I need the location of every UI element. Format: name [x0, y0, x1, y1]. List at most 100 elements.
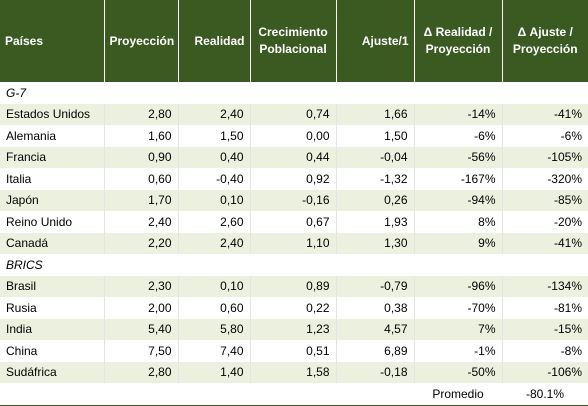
header-cell: Realidad	[177, 0, 250, 82]
cell: -134%	[501, 275, 588, 297]
cell: 1,10	[249, 232, 336, 254]
cell: -56%	[413, 146, 502, 168]
country: China	[6, 343, 38, 358]
cell: 1,60	[103, 125, 178, 147]
group-label: BRICS	[6, 257, 43, 272]
cell: 5,40	[103, 318, 178, 340]
cell: 2,20	[103, 232, 178, 254]
cell: 1,50	[335, 125, 414, 147]
cell: -50%	[413, 361, 502, 383]
cell: 1,30	[335, 232, 414, 254]
group-label: G-7	[6, 85, 27, 100]
cell: -0,04	[335, 146, 414, 168]
cell: 1,93	[335, 211, 414, 233]
cell: 2,30	[103, 275, 178, 297]
country: Brasil	[0, 275, 104, 297]
header-cell: Crecimiento Poblacional	[249, 0, 336, 82]
cell: 0,51	[249, 340, 336, 362]
cell: -8%	[501, 340, 588, 362]
cell: -96%	[413, 275, 502, 297]
table-row: Brasil 2,30 0,10 0,89 -0,79 -96% -134%	[0, 275, 588, 297]
cell: 0,00	[249, 125, 336, 147]
cell: -81%	[501, 297, 588, 319]
footer-value: -80.1%	[502, 383, 588, 406]
cell: 0,89	[249, 275, 336, 297]
cell: 0,60	[177, 297, 250, 319]
cell: 0,38	[335, 297, 414, 319]
header-row: Países Proyección Realidad Crecimiento Pobl…	[0, 0, 588, 82]
empty	[0, 383, 414, 406]
country: Rusia	[6, 300, 37, 315]
cell: -0,79	[335, 275, 414, 297]
cell: -0,18	[335, 361, 414, 383]
cell: 0,40	[177, 146, 250, 168]
cell: 0,92	[249, 168, 336, 190]
cell: 9%	[413, 232, 502, 254]
cell: 0,22	[249, 297, 336, 319]
header-cell: Ajuste/1	[335, 0, 414, 82]
table-row: Italia 0,60 -0,40 0,92 -1,32 -167% -320%	[0, 168, 588, 190]
table-row: Francia 0,90 0,40 0,44 -0,04 -56% -105%	[0, 146, 588, 168]
cell: 0,60	[103, 168, 178, 190]
cell: -105%	[501, 146, 588, 168]
group-row: BRICS	[0, 254, 588, 276]
cell: -6%	[501, 125, 588, 147]
cell: -167%	[413, 168, 502, 190]
cell: -94%	[413, 189, 502, 211]
cell: 1,23	[249, 318, 336, 340]
table-row: Estados Unidos 2,80 2,40 0,74 1,66 -14% -41%	[0, 103, 588, 125]
cell: 0,67	[249, 211, 336, 233]
cell: -0,40	[177, 168, 250, 190]
cell: -1,32	[335, 168, 414, 190]
table-row: Rusia 2,00 0,60 0,22 0,38 -70% -81%	[0, 297, 588, 319]
table-row: Japón 1,70 0,10 -0,16 0,26 -94% -85%	[0, 189, 588, 211]
cell: -41%	[501, 103, 588, 125]
table-row: Sudáfrica 2,80 1,40 1,58 -0,18 -50% -106%	[0, 361, 588, 383]
cell: 2,40	[177, 232, 250, 254]
cell: 2,80	[103, 103, 178, 125]
cell: 5,80	[177, 318, 250, 340]
cell: 4,57	[335, 318, 414, 340]
cell: 7,40	[177, 340, 250, 362]
cell: -6%	[413, 125, 502, 147]
cell: 0,10	[177, 275, 250, 297]
cell: 0,74	[249, 103, 336, 125]
cell: 2,40	[103, 211, 178, 233]
cell: -14%	[413, 103, 502, 125]
table-row: China 7,50 7,40 0,51 6,89 -1% -8%	[0, 340, 588, 362]
cell: -1%	[413, 340, 502, 362]
cell: 0,90	[103, 146, 178, 168]
country: Alemania	[6, 128, 57, 143]
cell: 1,70	[103, 189, 178, 211]
cell: -106%	[501, 361, 588, 383]
table-row: Canadá 2,20 2,40 1,10 1,30 9% -41%	[0, 232, 588, 254]
cell: -41%	[501, 232, 588, 254]
group-row: G-7	[0, 82, 588, 104]
cell: 8%	[413, 211, 502, 233]
header-cell: Países	[0, 0, 104, 82]
cell: -85%	[501, 189, 588, 211]
cell: 1,58	[249, 361, 336, 383]
header-cell: Proyección	[103, 0, 178, 82]
country: Francia	[0, 146, 104, 168]
country: Canadá	[0, 232, 104, 254]
cell: -15%	[501, 318, 588, 340]
footer-row: Promedio -80.1%	[0, 383, 588, 406]
cell: 1,66	[335, 103, 414, 125]
cell: 7%	[413, 318, 502, 340]
cell: 7,50	[103, 340, 178, 362]
header-cell: Δ Ajuste / Proyección	[501, 0, 588, 82]
table-row: Alemania 1,60 1,50 0,00 1,50 -6% -6%	[0, 125, 588, 147]
cell: 2,40	[177, 103, 250, 125]
cell: 1,50	[177, 125, 250, 147]
cell: 1,40	[177, 361, 250, 383]
cell: 2,00	[103, 297, 178, 319]
country: Reino Unido	[6, 214, 73, 229]
table-row: India 5,40 5,80 1,23 4,57 7% -15%	[0, 318, 588, 340]
cell: -20%	[501, 211, 588, 233]
cell: -70%	[413, 297, 502, 319]
cell: 2,80	[103, 361, 178, 383]
country: Italia	[6, 171, 32, 186]
